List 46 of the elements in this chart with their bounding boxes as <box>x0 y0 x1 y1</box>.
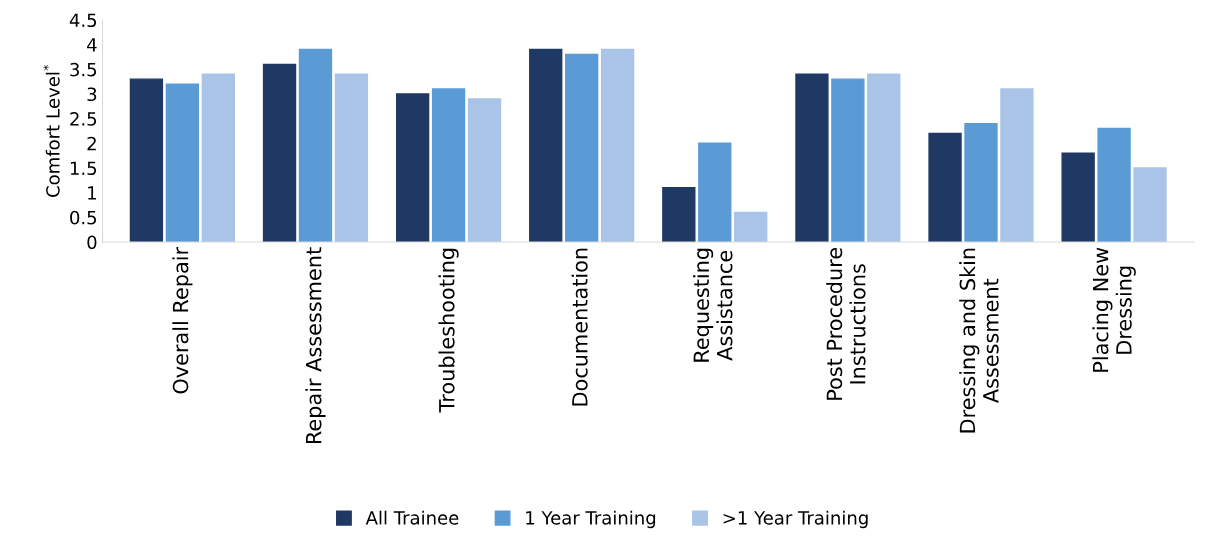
legend-label: >1 Year Training <box>723 510 868 529</box>
legend-label: 1 Year Training <box>526 510 656 529</box>
x-tick-label: Placing New Dressing <box>1092 247 1136 372</box>
x-tick-label: Requesting Assistance <box>693 248 733 362</box>
bar <box>1097 127 1131 243</box>
y-axis-title: Comfort Level$^{*}$ <box>43 64 60 197</box>
x-tick-label: Post Procedure Instructions <box>826 247 866 400</box>
bar <box>795 73 829 243</box>
y-tick-label: 3.5 <box>70 62 97 77</box>
y-tick-label: 4 <box>87 38 97 52</box>
y-tick-label: 0 <box>87 235 97 250</box>
y-tick-label: 2.5 <box>70 112 97 126</box>
x-tick-label: Documentation <box>571 248 588 406</box>
bar <box>201 73 235 243</box>
bar <box>734 211 768 243</box>
bar <box>165 83 200 243</box>
bar <box>431 88 466 243</box>
bar <box>262 63 297 243</box>
x-tick-label: Dressing and Skin Assessment <box>959 248 999 433</box>
y-tick-label: 2 <box>87 136 96 151</box>
y-tick-label: 1.5 <box>70 161 97 176</box>
y-tick-label: 1 <box>88 186 96 200</box>
bar <box>129 78 164 243</box>
bar <box>698 142 732 243</box>
x-tick-label: Overall Repair <box>172 246 193 394</box>
bar <box>467 98 502 243</box>
bar <box>867 73 901 243</box>
bar <box>1061 152 1095 243</box>
bar <box>334 73 369 243</box>
bar <box>565 53 599 243</box>
bar <box>831 78 865 243</box>
y-tick-label: 3 <box>87 87 97 102</box>
bar <box>928 132 962 243</box>
bar <box>964 122 998 243</box>
bar <box>600 48 635 243</box>
bar <box>1133 167 1167 243</box>
legend-label: All Trainee <box>365 510 459 525</box>
x-tick-label: Troubleshooting <box>438 248 459 413</box>
y-tick-label: 0.5 <box>70 210 97 225</box>
bar <box>395 93 430 243</box>
bar <box>298 48 333 243</box>
bar <box>1000 88 1034 243</box>
x-tick-label: Repair Assessment <box>305 247 326 444</box>
y-tick-label: 4.5 <box>69 13 97 28</box>
bar <box>529 48 563 243</box>
bar <box>662 187 696 243</box>
